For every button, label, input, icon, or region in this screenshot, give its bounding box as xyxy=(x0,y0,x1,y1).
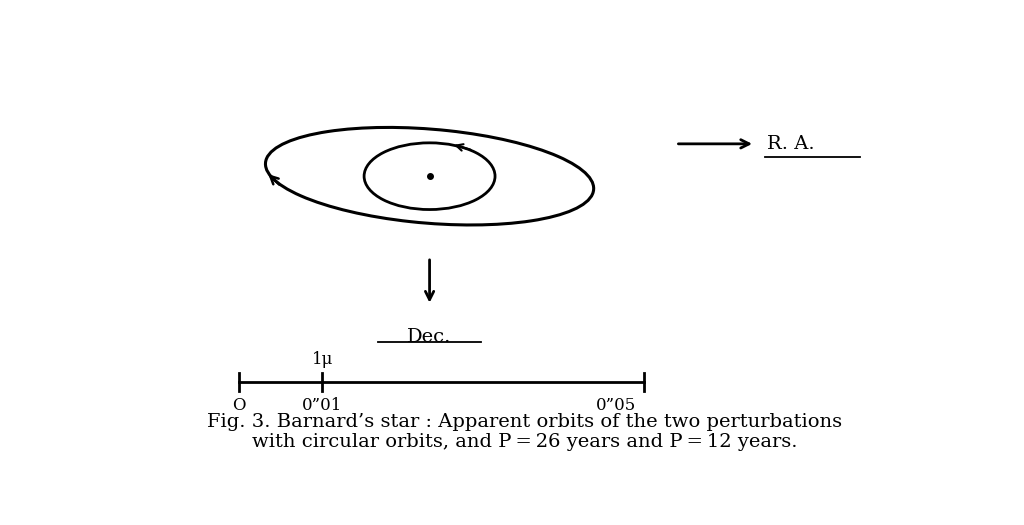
Text: 0”05: 0”05 xyxy=(596,396,636,414)
Text: 1μ: 1μ xyxy=(311,351,333,368)
Text: O: O xyxy=(232,396,246,414)
Text: R. A.: R. A. xyxy=(767,135,814,153)
Text: with circular orbits, and P = 26 years and P = 12 years.: with circular orbits, and P = 26 years a… xyxy=(252,433,798,451)
Text: 0”01: 0”01 xyxy=(302,396,343,414)
Text: Dec.: Dec. xyxy=(408,328,452,346)
Text: Fig. 3. Barnard’s star : Apparent orbits of the two perturbations: Fig. 3. Barnard’s star : Apparent orbits… xyxy=(207,413,843,431)
